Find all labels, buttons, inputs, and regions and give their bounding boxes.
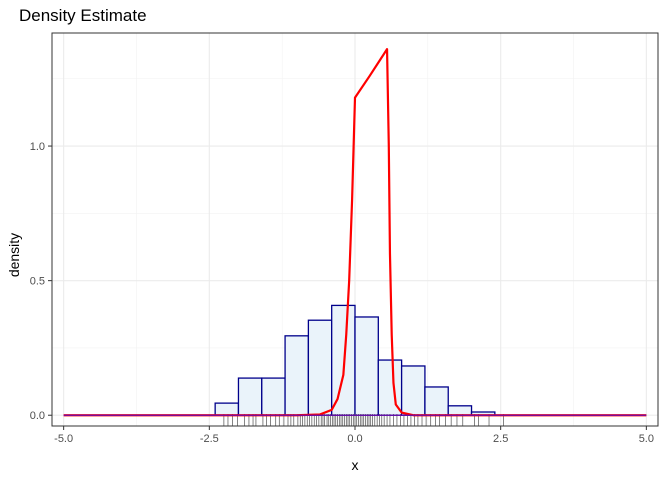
- histogram-bar: [354, 316, 379, 416]
- y-axis-label-group: density: [6, 233, 22, 277]
- y-tick-label: 0.5: [30, 276, 45, 288]
- y-axis: 0.0 0.5 1.0: [30, 141, 52, 422]
- y-tick-label: 0.0: [30, 410, 45, 422]
- x-tick-label: 5.0: [639, 433, 654, 445]
- x-tick-label: 2.5: [493, 433, 508, 445]
- x-axis: -5.0 -2.5 0.0 2.5 5.0: [54, 426, 654, 445]
- x-axis-label: x: [352, 457, 359, 473]
- chart-title: Density Estimate: [19, 6, 147, 25]
- histogram-bar: [424, 386, 449, 416]
- plot-area: [51, 32, 659, 427]
- histogram-bar: [284, 335, 310, 416]
- x-tick-label: 0.0: [347, 433, 362, 445]
- histogram-bar: [214, 402, 240, 416]
- x-tick-label: -5.0: [54, 433, 73, 445]
- x-tick-label: -2.5: [200, 433, 219, 445]
- density-lines: [63, 48, 647, 417]
- histogram-bar: [447, 405, 473, 416]
- histogram-bar: [307, 319, 333, 416]
- histogram-bar: [237, 377, 263, 416]
- histogram-bar: [400, 365, 426, 416]
- y-tick-label: 1.0: [30, 141, 45, 153]
- y-axis-label: density: [6, 233, 22, 277]
- histogram-bar: [261, 377, 286, 416]
- density-curve-red: [63, 48, 647, 417]
